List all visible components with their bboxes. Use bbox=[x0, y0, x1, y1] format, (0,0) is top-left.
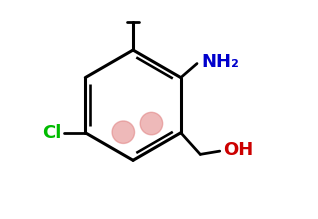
Text: NH₂: NH₂ bbox=[201, 53, 239, 71]
Text: Cl: Cl bbox=[42, 124, 61, 142]
Circle shape bbox=[140, 112, 163, 135]
Text: OH: OH bbox=[223, 141, 253, 159]
Circle shape bbox=[112, 121, 135, 143]
